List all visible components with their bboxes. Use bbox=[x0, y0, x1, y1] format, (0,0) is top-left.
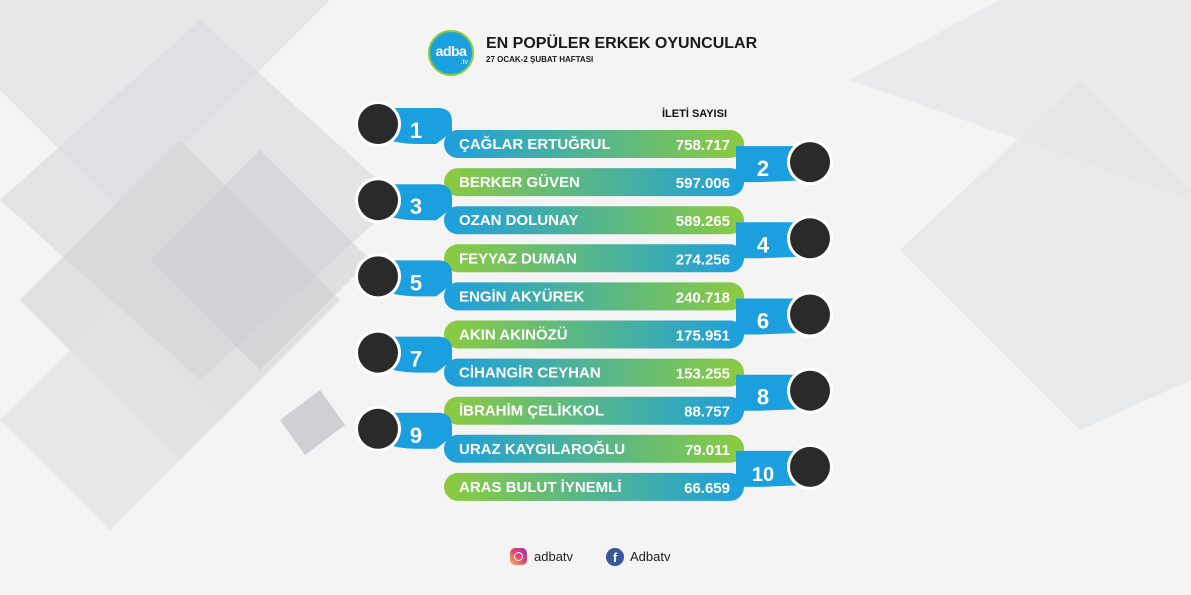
bar bbox=[444, 206, 744, 235]
chart-subtitle: 27 OCAK-2 ŞUBAT HAFTASI bbox=[486, 55, 594, 64]
actor-photo bbox=[790, 218, 830, 259]
ranking-row: 7 CİHANGİR CEYHAN 153.255 bbox=[355, 329, 744, 387]
bar bbox=[444, 434, 744, 463]
logo-suffix: .tv bbox=[460, 59, 468, 66]
instagram-handle[interactable]: adbatv bbox=[534, 549, 574, 564]
bar bbox=[444, 320, 744, 349]
instagram-icon bbox=[510, 548, 527, 565]
ranking-row: 6 AKIN AKINÖZÜ 175.951 bbox=[444, 291, 833, 349]
actor-photo bbox=[790, 142, 830, 183]
value-label: 153.255 bbox=[676, 366, 730, 383]
actor-name: ARAS BULUT İYNEMLİ bbox=[459, 479, 622, 496]
value-label: 79.011 bbox=[685, 442, 730, 459]
ranking-row: 2 BERKER GÜVEN 597.006 bbox=[444, 139, 833, 197]
actor-name: URAZ KAYGILAROĞLU bbox=[459, 440, 625, 458]
value-label: 597.006 bbox=[676, 175, 730, 192]
bar bbox=[444, 282, 744, 311]
ranking-row: 10 ARAS BULUT İYNEMLİ 66.659 bbox=[444, 443, 833, 501]
actor-name: ENGİN AKYÜREK bbox=[459, 288, 584, 305]
actor-name: AKIN AKINÖZÜ bbox=[459, 327, 568, 344]
bar bbox=[444, 130, 744, 158]
actor-name: BERKER GÜVEN bbox=[459, 174, 580, 191]
value-label: 274.256 bbox=[676, 251, 730, 268]
value-label: 758.717 bbox=[676, 137, 730, 154]
actor-photo bbox=[790, 294, 830, 335]
rank-number: 1 bbox=[410, 118, 422, 143]
actor-photo bbox=[358, 256, 398, 297]
chart-title: EN POPÜLER ERKEK OYUNCULAR bbox=[486, 35, 758, 52]
ranking-row: 9 URAZ KAYGILAROĞLU 79.011 bbox=[355, 405, 744, 463]
ranking-row: 8 İBRAHİM ÇELİKKOL 88.757 bbox=[444, 367, 833, 425]
rank-number: 10 bbox=[752, 464, 774, 486]
value-label: 66.659 bbox=[684, 480, 730, 497]
rank-number: 4 bbox=[757, 232, 770, 257]
facebook-handle[interactable]: Adbatv bbox=[630, 549, 671, 564]
bar bbox=[444, 472, 744, 501]
actor-name: FEYYAZ DUMAN bbox=[459, 250, 577, 267]
facebook-icon: f bbox=[606, 548, 624, 566]
actor-photo bbox=[358, 104, 398, 144]
rank-number: 9 bbox=[410, 423, 422, 448]
value-label: 88.757 bbox=[684, 404, 730, 421]
social-footer: adbatv f Adbatv bbox=[510, 546, 710, 566]
rank-number: 3 bbox=[410, 194, 422, 219]
actor-photo bbox=[790, 370, 830, 411]
actor-name: İBRAHİM ÇELİKKOL bbox=[459, 403, 604, 420]
bar bbox=[444, 396, 744, 425]
adba-logo: adba .tv bbox=[428, 30, 474, 76]
rank-number: 2 bbox=[757, 156, 769, 181]
rank-number: 7 bbox=[410, 347, 422, 372]
actor-name: ÇAĞLAR ERTUĞRUL bbox=[459, 135, 611, 153]
actor-photo bbox=[790, 446, 830, 487]
logo-text: adba bbox=[435, 43, 467, 59]
bar bbox=[444, 168, 744, 197]
ranking-row: 4 FEYYAZ DUMAN 274.256 bbox=[444, 215, 833, 273]
ranking-row: 3 OZAN DOLUNAY 589.265 bbox=[355, 177, 744, 235]
ranking-row: 1 ÇAĞLAR ERTUĞRUL 758.717 bbox=[355, 101, 744, 158]
rank-number: 8 bbox=[757, 385, 769, 410]
value-label: 175.951 bbox=[676, 328, 730, 345]
rank-number: 6 bbox=[757, 309, 769, 334]
bar bbox=[444, 244, 744, 273]
actor-name: CİHANGİR CEYHAN bbox=[459, 365, 601, 382]
value-label: 240.718 bbox=[676, 289, 730, 306]
header: adba .tv EN POPÜLER ERKEK OYUNCULAR 27 O… bbox=[428, 30, 848, 76]
actor-photo bbox=[358, 180, 398, 221]
actor-photo bbox=[358, 408, 398, 449]
actor-name: OZAN DOLUNAY bbox=[459, 212, 578, 229]
value-column-header: İLETİ SAYISI bbox=[662, 108, 728, 120]
actor-photo bbox=[358, 332, 398, 373]
rank-number: 5 bbox=[410, 270, 422, 295]
value-label: 589.265 bbox=[676, 213, 730, 230]
ranking-row: 5 ENGİN AKYÜREK 240.718 bbox=[355, 253, 744, 311]
bar bbox=[444, 358, 744, 387]
